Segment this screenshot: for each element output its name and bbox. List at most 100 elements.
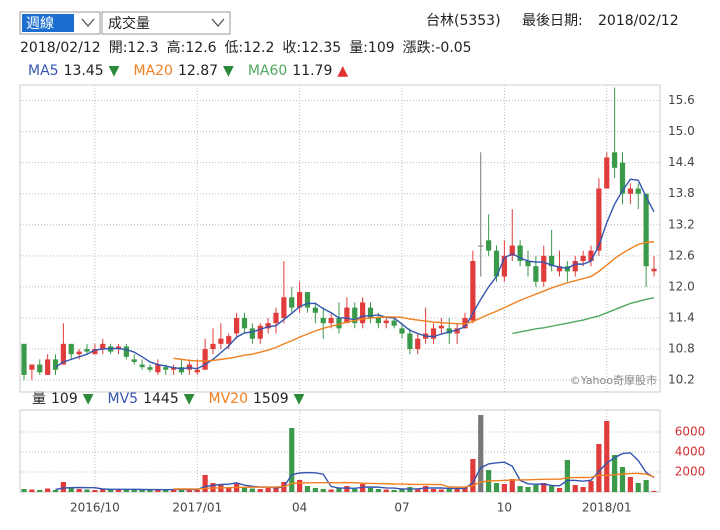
info-label: 漲跌:: [403, 40, 436, 56]
info-value: 109: [368, 40, 395, 56]
legend-arrow: ▼: [184, 391, 195, 407]
candle-body: [478, 245, 484, 247]
candle-body: [383, 320, 389, 324]
y-tick-label: 2000: [675, 465, 706, 479]
info-label: 量:: [349, 40, 368, 56]
volume-bar: [328, 489, 334, 492]
indicator-select[interactable]: [101, 11, 231, 35]
volume-bar: [383, 489, 389, 492]
volume-bar: [423, 486, 429, 492]
volume-bar: [139, 489, 145, 492]
volume-bar: [131, 490, 137, 492]
volume-bar: [375, 489, 381, 492]
candle-body: [596, 188, 602, 251]
candle-body: [588, 250, 594, 262]
info-value: -0.05: [435, 40, 471, 56]
info-value: 12.35: [301, 40, 341, 56]
info-line: 2018/02/12 開:12.3 高:12.6 低:12.2 收:12.35 量:109…: [20, 39, 472, 56]
candle-body: [399, 328, 405, 334]
volume-bar: [304, 486, 311, 492]
volume-bar: [612, 455, 618, 492]
candle-body: [367, 307, 374, 318]
candle-body: [360, 302, 366, 324]
watermark: ©Yahoo奇摩股市: [570, 373, 657, 387]
candle-body: [438, 325, 444, 329]
info-label: 收:: [282, 40, 301, 56]
volume-bar: [194, 490, 200, 492]
candle-body: [391, 320, 397, 326]
y-tick-label: 10.2: [668, 373, 695, 387]
candle-body: [627, 188, 633, 194]
candle-body: [470, 261, 476, 321]
volume-bar: [572, 485, 578, 492]
legend-name: MA20: [133, 63, 172, 79]
y-tick-label: 12.0: [668, 279, 695, 293]
volume-bar: [533, 485, 539, 492]
mv-line: [55, 452, 655, 491]
legend-value: 109: [51, 391, 78, 407]
volume-bar: [493, 483, 500, 492]
volume-bar: [320, 489, 326, 492]
legend-name: MV5: [108, 391, 139, 407]
volume-bar: [226, 488, 232, 492]
candle-body: [123, 346, 129, 357]
candle-body: [493, 250, 500, 277]
candle-body: [249, 328, 255, 339]
candle-body: [92, 349, 98, 355]
volume-bar: [155, 489, 161, 492]
candle-body: [312, 307, 318, 313]
period-text: 週線: [26, 16, 54, 32]
legend-arrow: ▼: [223, 63, 234, 79]
volume-bar: [509, 479, 515, 492]
candle-body: [430, 328, 437, 339]
volume-bar: [454, 488, 460, 492]
y-tick-label: 6000: [675, 425, 706, 439]
candle-body: [289, 297, 295, 308]
y-tick-label: 4000: [675, 445, 706, 459]
volume-bar: [525, 487, 531, 492]
volume-bar: [478, 415, 484, 492]
candle-body: [517, 245, 523, 262]
volume-bar: [596, 444, 602, 492]
candle-body: [446, 328, 452, 334]
candle-body: [194, 369, 200, 373]
volume-bar: [265, 488, 271, 492]
candle-body: [336, 317, 342, 329]
volume-bar: [517, 486, 523, 492]
candle-body: [643, 193, 649, 267]
last-date: 2018/02/12: [598, 13, 679, 29]
legend-name: MA60: [248, 63, 287, 79]
volume-bar: [462, 487, 468, 492]
volume-bar: [273, 487, 279, 492]
candle-body: [604, 157, 610, 189]
dropdown-arrow: [81, 18, 95, 27]
volume-bar: [76, 489, 82, 492]
info-value: 12.6: [185, 40, 216, 56]
candle-body: [37, 364, 43, 373]
ma-line: [173, 241, 655, 362]
info-label: 低:: [224, 40, 243, 56]
info-value: 12.3: [127, 40, 158, 56]
period-highlight: [22, 14, 74, 32]
candle-body: [375, 317, 381, 324]
y-tick-label: 11.4: [668, 310, 695, 324]
ma-legend: MA5 13.45 ▼ MA20 12.87 ▼ MA60 11.79 ▲: [28, 63, 348, 79]
candle-body: [533, 266, 539, 282]
volume-bar: [399, 489, 405, 492]
volume-bar: [635, 483, 641, 492]
candle-body: [509, 245, 515, 256]
legend-name: MA5: [28, 63, 59, 79]
candle-body: [486, 240, 492, 251]
volume-bar: [312, 488, 318, 492]
volume-bar: [564, 460, 570, 492]
candle-body: [549, 255, 555, 267]
volume-bar: [45, 488, 51, 492]
volume-bar: [123, 489, 129, 492]
volume-legend: 量 109 ▼ MV5 1445 ▼ MV20 1509 ▼: [32, 391, 305, 407]
volume-bar: [556, 488, 563, 492]
y-tick-label: 15.0: [668, 124, 695, 138]
info-label: 高:: [167, 39, 186, 56]
volume-bar: [178, 489, 185, 492]
legend-value: 1509: [253, 391, 289, 407]
